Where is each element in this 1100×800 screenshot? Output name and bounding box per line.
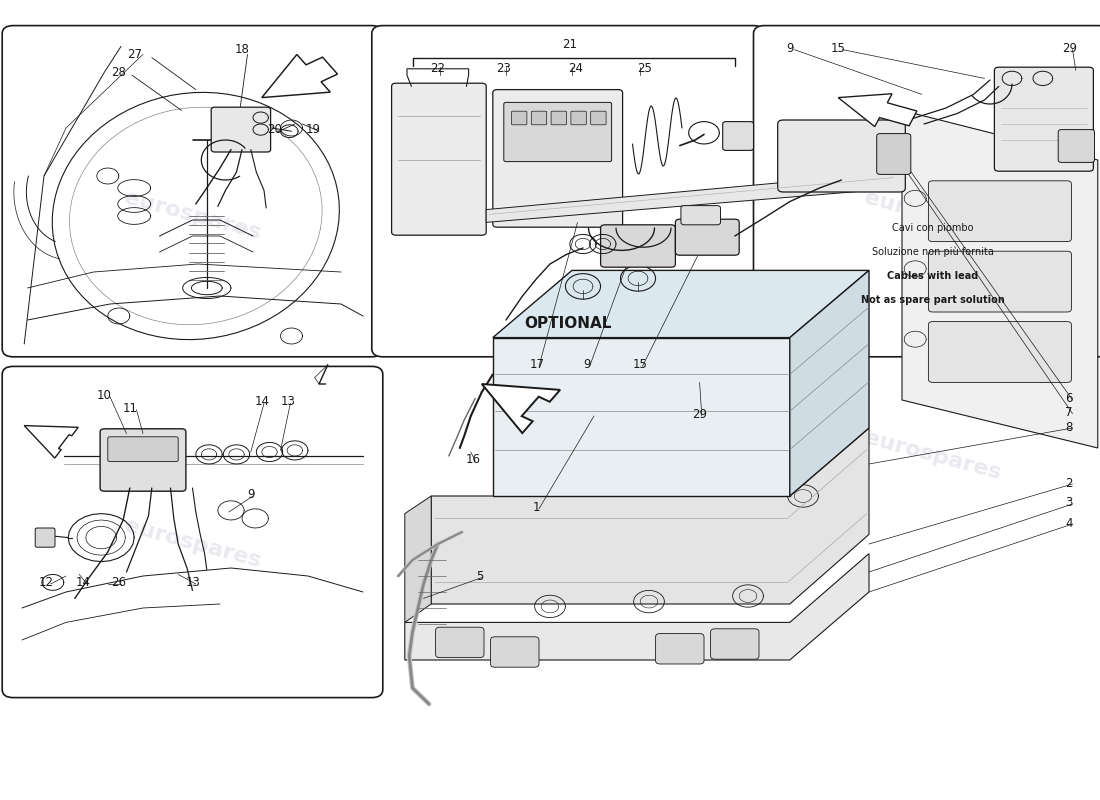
FancyBboxPatch shape (512, 111, 527, 125)
Text: 6: 6 (1066, 392, 1072, 405)
Text: 14: 14 (254, 395, 270, 408)
Text: eurospares: eurospares (497, 428, 638, 484)
FancyBboxPatch shape (531, 111, 547, 125)
FancyBboxPatch shape (108, 437, 178, 462)
Text: OPTIONAL: OPTIONAL (524, 317, 612, 331)
Polygon shape (262, 54, 338, 98)
Polygon shape (431, 428, 869, 604)
FancyBboxPatch shape (711, 629, 759, 659)
FancyBboxPatch shape (100, 429, 186, 491)
Text: 7: 7 (1066, 406, 1072, 419)
Text: 11: 11 (122, 402, 138, 414)
FancyBboxPatch shape (551, 111, 566, 125)
Text: 9: 9 (584, 358, 591, 371)
Polygon shape (24, 426, 78, 458)
Text: 29: 29 (692, 408, 707, 421)
Polygon shape (838, 94, 917, 126)
Text: 19: 19 (306, 123, 321, 136)
FancyBboxPatch shape (35, 528, 55, 547)
Text: 5: 5 (476, 570, 483, 582)
Text: 15: 15 (632, 358, 648, 371)
Text: Cables with lead: Cables with lead (888, 271, 978, 281)
FancyBboxPatch shape (591, 111, 606, 125)
FancyBboxPatch shape (2, 26, 383, 357)
FancyBboxPatch shape (1058, 130, 1094, 162)
FancyBboxPatch shape (928, 322, 1071, 382)
Text: 12: 12 (39, 576, 54, 589)
Text: 17: 17 (529, 358, 544, 371)
FancyBboxPatch shape (491, 637, 539, 667)
FancyBboxPatch shape (723, 122, 754, 150)
Text: 14: 14 (76, 576, 91, 589)
Text: 24: 24 (568, 62, 583, 75)
FancyBboxPatch shape (571, 111, 586, 125)
Text: eurospares: eurospares (497, 188, 638, 244)
Polygon shape (482, 384, 560, 433)
Text: 15: 15 (830, 42, 846, 54)
Polygon shape (493, 338, 790, 496)
Text: 26: 26 (111, 576, 126, 589)
Text: eurospares: eurospares (122, 516, 263, 572)
Text: eurospares: eurospares (862, 428, 1003, 484)
Text: 21: 21 (562, 38, 578, 50)
Polygon shape (493, 270, 869, 338)
Text: 4: 4 (1066, 517, 1072, 530)
FancyBboxPatch shape (493, 90, 623, 227)
Polygon shape (486, 172, 900, 222)
Text: 27: 27 (126, 48, 142, 61)
Polygon shape (405, 554, 869, 660)
Text: Soluzione non più fornita: Soluzione non più fornita (872, 246, 993, 258)
Text: 13: 13 (280, 395, 296, 408)
Polygon shape (902, 110, 1098, 448)
Text: Not as spare part solution: Not as spare part solution (861, 295, 1004, 305)
FancyBboxPatch shape (436, 627, 484, 658)
FancyBboxPatch shape (656, 634, 704, 664)
Text: eurospares: eurospares (862, 188, 1003, 244)
Text: 13: 13 (186, 576, 201, 589)
FancyBboxPatch shape (675, 219, 739, 255)
FancyBboxPatch shape (877, 134, 911, 174)
FancyBboxPatch shape (2, 366, 383, 698)
FancyBboxPatch shape (504, 102, 612, 162)
Text: 9: 9 (248, 488, 254, 501)
Text: 22: 22 (430, 62, 446, 75)
Text: 29: 29 (1062, 42, 1077, 54)
Text: 18: 18 (234, 43, 250, 56)
Polygon shape (405, 496, 431, 622)
Text: 10: 10 (97, 389, 112, 402)
Text: 28: 28 (111, 66, 126, 78)
Text: 23: 23 (496, 62, 512, 75)
FancyBboxPatch shape (681, 206, 720, 225)
FancyBboxPatch shape (928, 181, 1071, 242)
FancyBboxPatch shape (778, 120, 905, 192)
FancyBboxPatch shape (392, 83, 486, 235)
Text: 9: 9 (786, 42, 793, 54)
Text: 16: 16 (465, 453, 481, 466)
FancyBboxPatch shape (211, 107, 271, 152)
FancyBboxPatch shape (994, 67, 1093, 171)
Text: eurospares: eurospares (122, 188, 263, 244)
Text: Cavi con piombo: Cavi con piombo (892, 223, 974, 233)
Polygon shape (790, 270, 869, 496)
Text: 1: 1 (534, 501, 540, 514)
FancyBboxPatch shape (601, 225, 675, 267)
Text: 20: 20 (267, 123, 283, 136)
FancyBboxPatch shape (372, 26, 764, 357)
Text: 2: 2 (1066, 477, 1072, 490)
FancyBboxPatch shape (928, 251, 1071, 312)
FancyBboxPatch shape (754, 26, 1100, 357)
Text: 8: 8 (1066, 421, 1072, 434)
Text: 25: 25 (637, 62, 652, 75)
Text: 3: 3 (1066, 496, 1072, 509)
